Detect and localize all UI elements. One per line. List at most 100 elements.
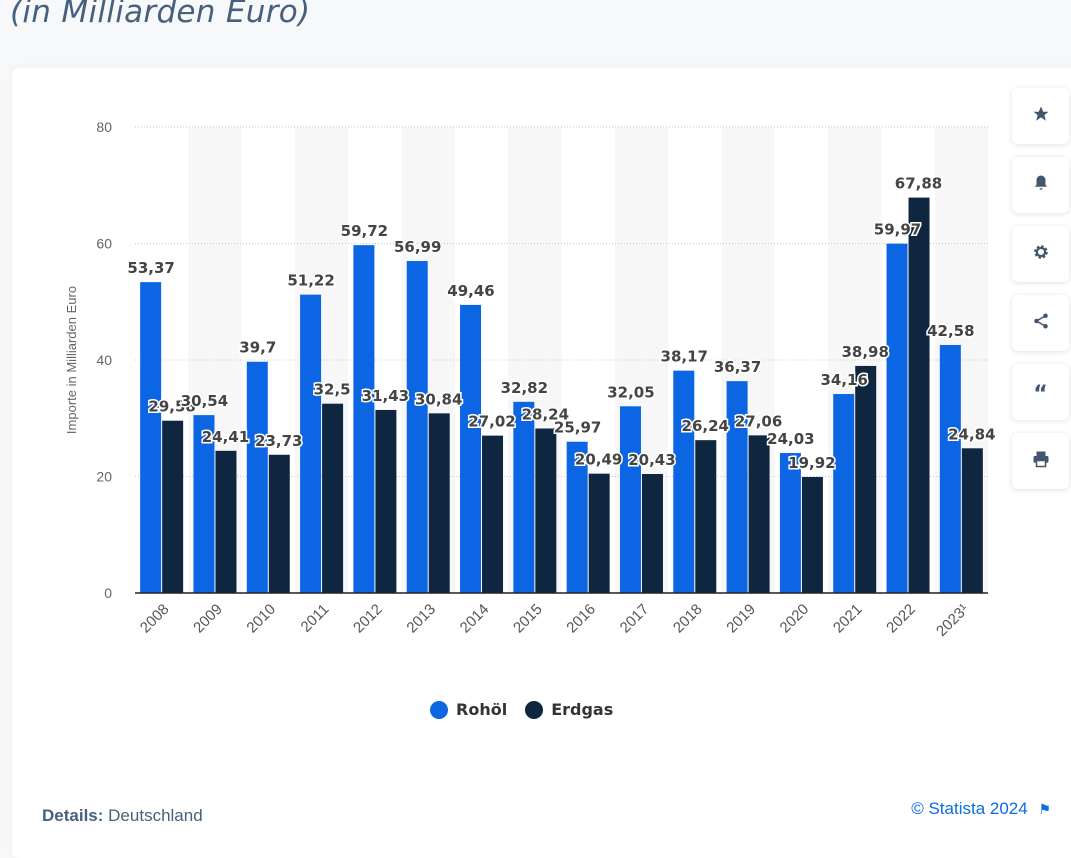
legend-marker-rohoel	[430, 700, 448, 719]
y-tick-label: 60	[96, 236, 112, 252]
bar-rohoel	[300, 294, 322, 593]
settings-button[interactable]	[1012, 226, 1069, 282]
data-label: 24,41	[202, 428, 249, 446]
x-tick-label: 2008	[137, 601, 173, 637]
bar-erdgas	[322, 403, 344, 593]
bar-erdgas	[215, 450, 237, 593]
bar-rohoel	[566, 441, 588, 593]
x-tick-label: 2017	[617, 601, 653, 637]
copyright-link[interactable]: © Statista 2024 ⚑	[911, 799, 1051, 819]
bar-rohoel	[140, 282, 162, 593]
y-tick-label: 80	[96, 119, 112, 135]
bar-rohoel	[246, 361, 268, 593]
data-label: 20,43	[628, 451, 675, 469]
legend-label-erdgas[interactable]: Erdgas	[551, 700, 614, 719]
y-tick-label: 40	[96, 352, 112, 368]
notification-button[interactable]	[1012, 157, 1069, 213]
x-tick-label: 2020	[777, 601, 813, 637]
bar-rohoel	[619, 406, 641, 593]
data-label: 59,72	[341, 222, 388, 240]
bar-rohoel	[939, 344, 961, 593]
x-tick-label: 2016	[563, 601, 599, 637]
data-label: 42,58	[927, 322, 974, 340]
chart-legend: Rohöl Erdgas	[430, 700, 613, 719]
x-tick-label: 2011	[298, 601, 333, 636]
data-label: 32,82	[501, 379, 548, 397]
bar-rohoel	[460, 304, 482, 593]
bar-rohoel	[673, 370, 695, 593]
share-icon	[1032, 312, 1050, 334]
bar-erdgas	[535, 428, 557, 593]
data-label: 38,17	[661, 348, 708, 366]
x-tick-label: 2019	[723, 601, 759, 637]
data-label: 32,05	[607, 383, 654, 401]
x-tick-label: 2021	[830, 601, 866, 637]
data-label: 27,06	[735, 412, 782, 430]
bar-rohoel	[353, 245, 375, 594]
data-label: 28,24	[522, 406, 569, 424]
bar-erdgas	[961, 448, 983, 593]
bell-icon	[1032, 174, 1050, 196]
details-label: Details:	[42, 806, 104, 825]
bar-erdgas	[482, 435, 504, 593]
data-label: 30,54	[181, 392, 228, 410]
data-label: 24,84	[948, 425, 995, 443]
bar-rohoel	[886, 243, 908, 593]
data-label: 38,98	[841, 343, 888, 361]
data-label: 24,03	[767, 430, 814, 448]
gear-icon	[1032, 243, 1050, 265]
data-label: 23,73	[255, 432, 302, 450]
bar-erdgas	[908, 197, 930, 593]
details-value: Deutschland	[108, 806, 203, 825]
data-label: 19,92	[788, 454, 835, 472]
data-label: 29,58	[148, 398, 195, 416]
data-label: 39,7	[239, 339, 276, 357]
x-tick-label: 2015	[510, 601, 546, 637]
cite-button[interactable]: “	[1012, 364, 1069, 420]
y-tick-label: 20	[96, 469, 112, 485]
print-button[interactable]	[1012, 433, 1069, 489]
legend-label-rohoel[interactable]: Rohöl	[456, 700, 508, 719]
chart-subtitle: (in Milliarden Euro)	[10, 0, 311, 30]
bar-erdgas	[801, 476, 823, 593]
star-icon	[1032, 105, 1050, 127]
copyright-text[interactable]: © Statista 2024	[911, 799, 1028, 818]
data-label: 59,97	[874, 221, 921, 239]
bar-erdgas	[695, 440, 717, 593]
data-label: 27,02	[468, 413, 515, 431]
bar-rohoel	[726, 381, 748, 593]
data-label: 20,49	[575, 451, 622, 469]
bar-chart: 0 20 40 60 80 Importe in Milliarden Euro 2008 2…	[64, 119, 997, 640]
x-tick-label: 2010	[243, 601, 279, 637]
data-label: 51,22	[287, 272, 334, 290]
favorite-button[interactable]	[1012, 88, 1069, 144]
bar-erdgas	[855, 365, 877, 593]
data-label: 31,43	[362, 387, 409, 405]
data-label: 53,37	[127, 259, 174, 277]
data-label: 34,16	[820, 371, 867, 389]
share-button[interactable]	[1012, 295, 1069, 351]
y-tick-label: 0	[104, 585, 112, 601]
details: Details: Deutschland	[42, 806, 203, 826]
bar-erdgas	[588, 473, 610, 593]
x-tick-label: 2009	[190, 601, 226, 637]
bar-rohoel	[779, 453, 801, 593]
x-tick-label: 2013	[403, 601, 439, 637]
bar-rohoel	[833, 394, 855, 593]
bar-erdgas	[428, 413, 450, 593]
data-label: 49,46	[447, 282, 494, 300]
bar-rohoel	[406, 261, 428, 593]
flag-icon: ⚑	[1038, 801, 1051, 817]
x-tick-label: 2014	[457, 601, 493, 637]
bar-erdgas	[748, 435, 770, 593]
data-label: 67,88	[895, 175, 942, 193]
y-axis-title: Importe in Milliarden Euro	[64, 286, 79, 434]
bar-rohoel	[513, 401, 535, 593]
data-label: 36,37	[714, 358, 761, 376]
data-label: 32,5	[314, 381, 351, 399]
data-label: 30,84	[415, 390, 462, 408]
bar-rohoel	[193, 415, 215, 593]
legend-marker-erdgas	[525, 700, 544, 719]
print-icon	[1032, 450, 1050, 472]
bar-erdgas	[162, 420, 184, 593]
